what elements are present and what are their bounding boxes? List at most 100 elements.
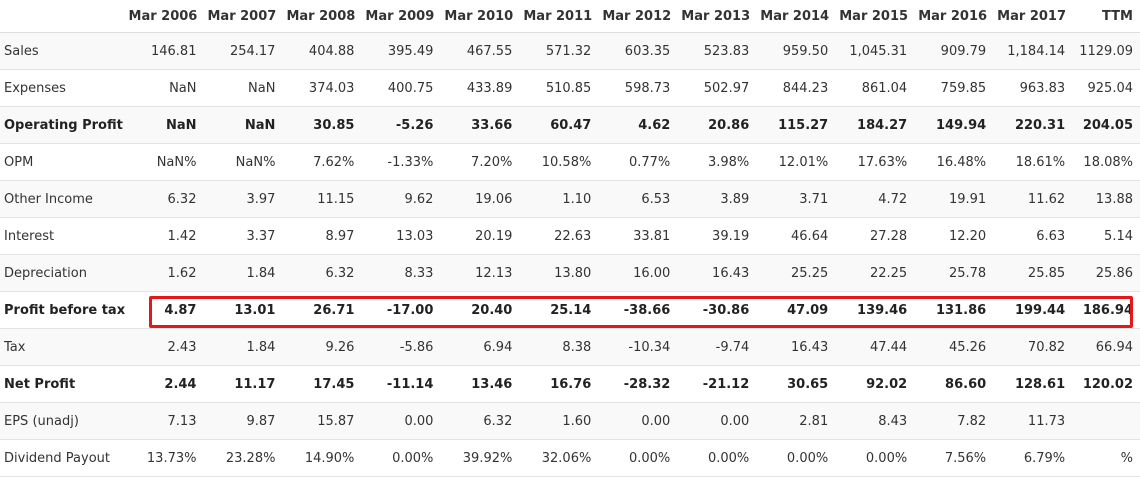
table-row: Expenses NaN NaN 374.03 400.75 433.89 510.85 59… [0,69,1140,107]
financials-table: Mar 2006 Mar 2007 Mar 2008 Mar 2009 Mar … [0,0,1140,477]
table-cell: 25.85 [993,254,1073,292]
column-header: Mar 2017 [993,0,1073,33]
table-cell: 6.32 [440,402,520,440]
table-row: Depreciation 1.62 1.84 6.32 8.33 12.13 13.80 16… [0,254,1140,292]
column-header: Mar 2008 [282,0,362,33]
table-cell: 20.40 [440,291,520,329]
table-cell: 3.97 [203,180,283,218]
table-row: Tax 2.43 1.84 9.26 -5.86 6.94 8.38 -10.34 -9.74 1… [0,328,1140,366]
table-cell: 3.37 [203,217,283,255]
row-label: Net Profit [0,365,125,403]
column-header: Mar 2006 [124,0,204,33]
table-cell [1072,402,1140,440]
table-cell: 66.94 [1072,328,1140,366]
table-cell: -5.86 [361,328,441,366]
table-cell: 199.44 [993,291,1073,329]
row-label: Operating Profit [0,106,125,144]
table-cell: 32.06% [519,439,599,477]
row-label: Expenses [0,69,125,107]
table-cell: 16.00 [598,254,678,292]
table-cell: 16.76 [519,365,599,403]
table-cell: 27.28 [835,217,915,255]
table-cell: 7.13 [124,402,204,440]
table-cell: 45.26 [914,328,994,366]
table-row: Operating Profit NaN NaN 30.85 -5.26 33.66 60.… [0,106,1140,144]
table-cell: 6.53 [598,180,678,218]
table-cell: 963.83 [993,69,1073,107]
table-row: Profit before tax 4.87 13.01 26.71 -17.00 20.… [0,291,1140,329]
table-cell: 47.09 [756,291,836,329]
table-cell: 6.63 [993,217,1073,255]
table-cell: 22.25 [835,254,915,292]
table-cell: 19.91 [914,180,994,218]
table-cell: 13.80 [519,254,599,292]
row-label: Sales [0,32,125,70]
table-cell: 131.86 [914,291,994,329]
table-cell: 925.04 [1072,69,1140,107]
row-label: Tax [0,328,125,366]
table-cell: 92.02 [835,365,915,403]
table-cell: 1,045.31 [835,32,915,70]
table-cell: 0.00% [361,439,441,477]
table-cell: 0.00 [361,402,441,440]
table-cell: 395.49 [361,32,441,70]
table-cell: 8.43 [835,402,915,440]
table-cell: 47.44 [835,328,915,366]
table-cell: 17.45 [282,365,362,403]
table-cell: 46.64 [756,217,836,255]
table-cell: 1.84 [203,328,283,366]
table-cell: 25.25 [756,254,836,292]
table-cell: 70.82 [993,328,1073,366]
table-cell: 433.89 [440,69,520,107]
table-cell: 30.65 [756,365,836,403]
table-cell: 4.87 [124,291,204,329]
column-header: Mar 2013 [677,0,757,33]
table-cell: 13.46 [440,365,520,403]
table-cell: 6.32 [282,254,362,292]
table-cell: 1.62 [124,254,204,292]
table-body: Sales 146.81 254.17 404.88 395.49 467.55 571.3… [0,32,1140,477]
row-label: Other Income [0,180,125,218]
table-cell: 909.79 [914,32,994,70]
column-header: Mar 2007 [203,0,283,33]
table-cell: 16.43 [677,254,757,292]
header-row: Mar 2006 Mar 2007 Mar 2008 Mar 2009 Mar … [0,0,1140,33]
table-cell: 10.58% [519,143,599,181]
table-cell: 30.85 [282,106,362,144]
table-cell: 13.88 [1072,180,1140,218]
table-cell: 12.20 [914,217,994,255]
table-cell: 13.03 [361,217,441,255]
table-cell: % [1072,439,1140,477]
table-cell: 8.97 [282,217,362,255]
column-header-label [0,0,125,33]
table-cell: 60.47 [519,106,599,144]
table-cell: -28.32 [598,365,678,403]
table-row: Dividend Payout 13.73% 23.28% 14.90% 0.00% 39… [0,439,1140,477]
table-cell: 467.55 [440,32,520,70]
table-cell: 11.62 [993,180,1073,218]
table-cell: 39.19 [677,217,757,255]
table-cell: 115.27 [756,106,836,144]
table-cell: 1.10 [519,180,599,218]
row-label: EPS (unadj) [0,402,125,440]
table-cell: -21.12 [677,365,757,403]
table-row: Other Income 6.32 3.97 11.15 9.62 19.06 1.10 6.… [0,180,1140,218]
table-row: Sales 146.81 254.17 404.88 395.49 467.55 571.3… [0,32,1140,70]
row-label: Dividend Payout [0,439,125,477]
table-cell: 12.01% [756,143,836,181]
column-header: Mar 2014 [756,0,836,33]
column-header: Mar 2011 [519,0,599,33]
table-cell: 14.90% [282,439,362,477]
column-header: TTM [1072,0,1140,33]
table-cell: -30.86 [677,291,757,329]
table-cell: 2.44 [124,365,204,403]
table-cell: 5.14 [1072,217,1140,255]
table-cell: 25.86 [1072,254,1140,292]
table-cell: 33.66 [440,106,520,144]
table-cell: 844.23 [756,69,836,107]
table-cell: -10.34 [598,328,678,366]
table-cell: NaN% [124,143,204,181]
table-cell: NaN [203,69,283,107]
table-cell: 374.03 [282,69,362,107]
table-cell: -9.74 [677,328,757,366]
